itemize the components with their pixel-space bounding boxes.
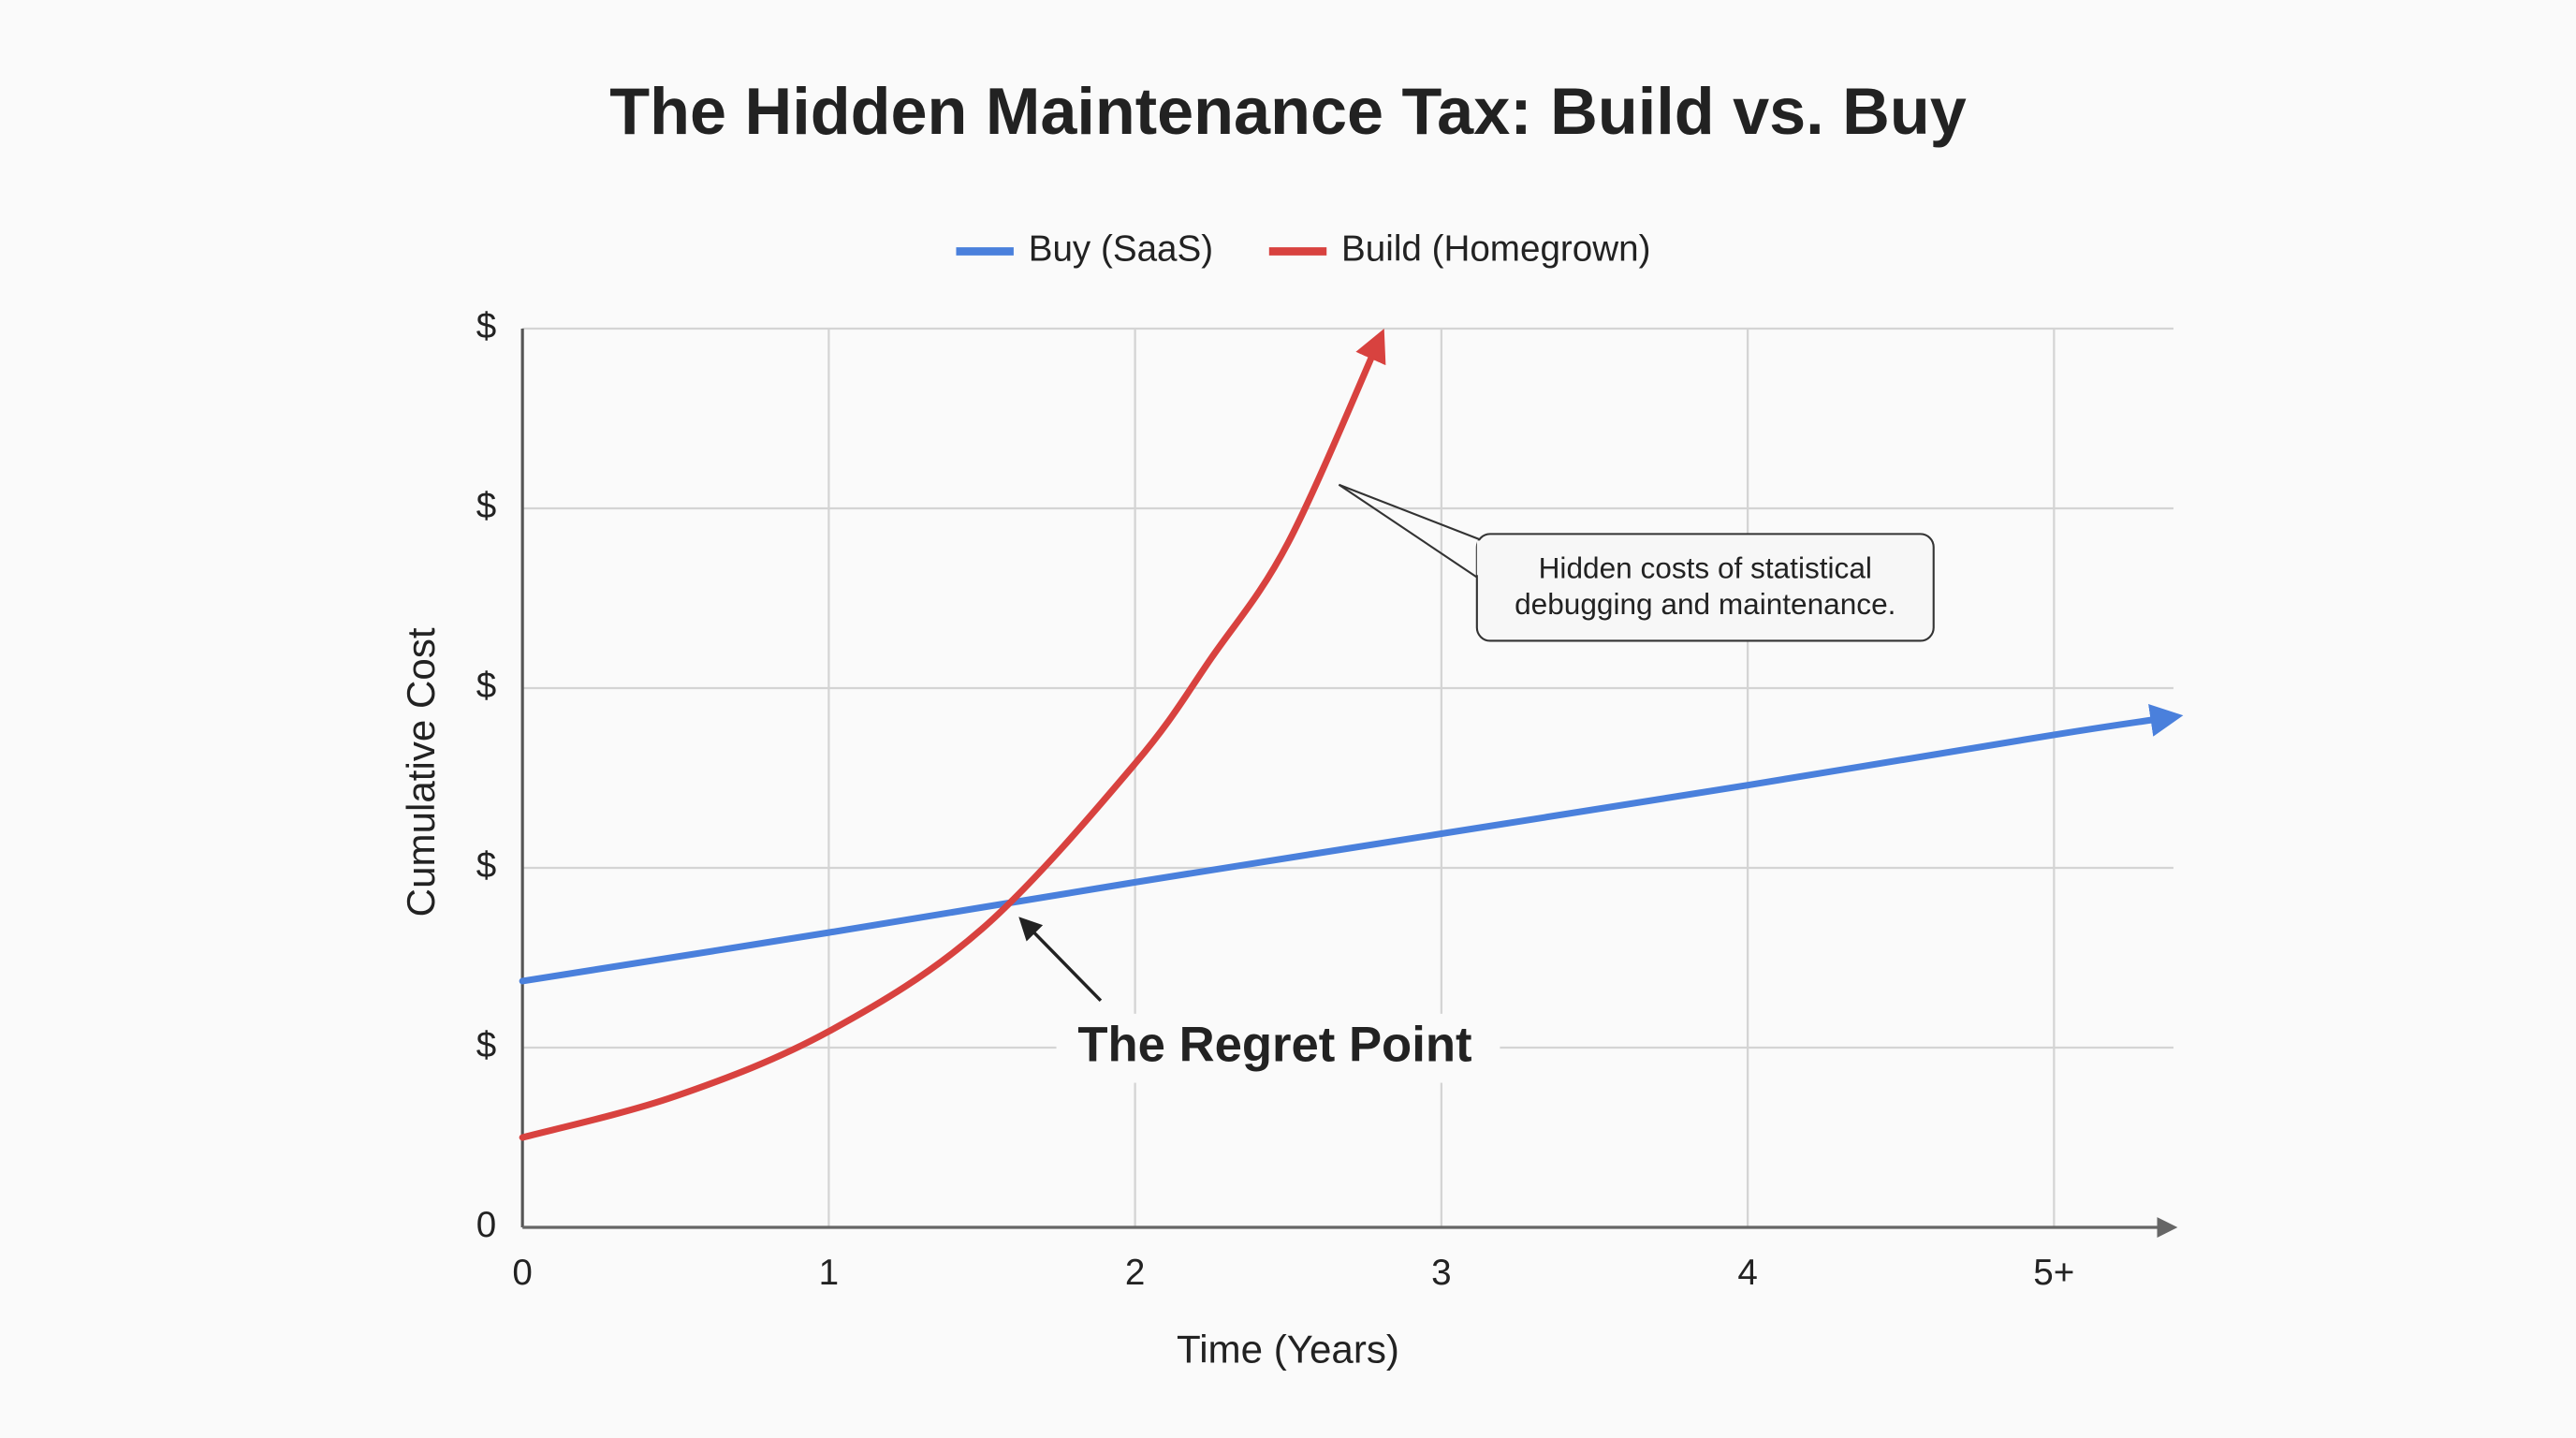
callout-pointer <box>1338 483 1480 580</box>
y-tick-label: 0 <box>476 1205 496 1245</box>
y-tick-label: $ <box>476 486 496 526</box>
x-tick-label: 5+ <box>2033 1253 2074 1293</box>
callout-pointer <box>1339 483 1487 544</box>
callout-text: Hidden costs of statistical <box>1539 550 1872 584</box>
legend-label: Buy (SaaS) <box>1029 229 1213 270</box>
series-line <box>519 704 2184 985</box>
chart-title: The Hidden Maintenance Tax: Build vs. Bu… <box>609 74 1966 148</box>
annotation-bg <box>1056 1013 1500 1083</box>
x-tick-label: 0 <box>512 1253 532 1293</box>
y-tick-label: $ <box>476 1025 496 1065</box>
y-axis-label: Cumulative Cost <box>399 627 443 917</box>
x-tick-label: 3 <box>1431 1253 1451 1293</box>
y-tick-label: $ <box>476 666 496 706</box>
y-tick-label: $ <box>476 845 496 886</box>
annotation-arrow <box>1018 917 1103 1003</box>
x-axis-label: Time (Years) <box>1177 1328 1399 1372</box>
callout-text: debugging and maintenance. <box>1515 587 1895 621</box>
x-tick-label: 4 <box>1737 1253 1757 1293</box>
legend-label: Build (Homegrown) <box>1341 229 1650 270</box>
x-tick-label: 1 <box>819 1253 839 1293</box>
series-line <box>519 328 1386 1141</box>
x-tick-label: 2 <box>1125 1253 1145 1293</box>
callout-box <box>1475 533 1935 642</box>
annotation-text: The Regret Point <box>1077 1018 1471 1073</box>
y-tick-label: $ <box>476 306 496 346</box>
